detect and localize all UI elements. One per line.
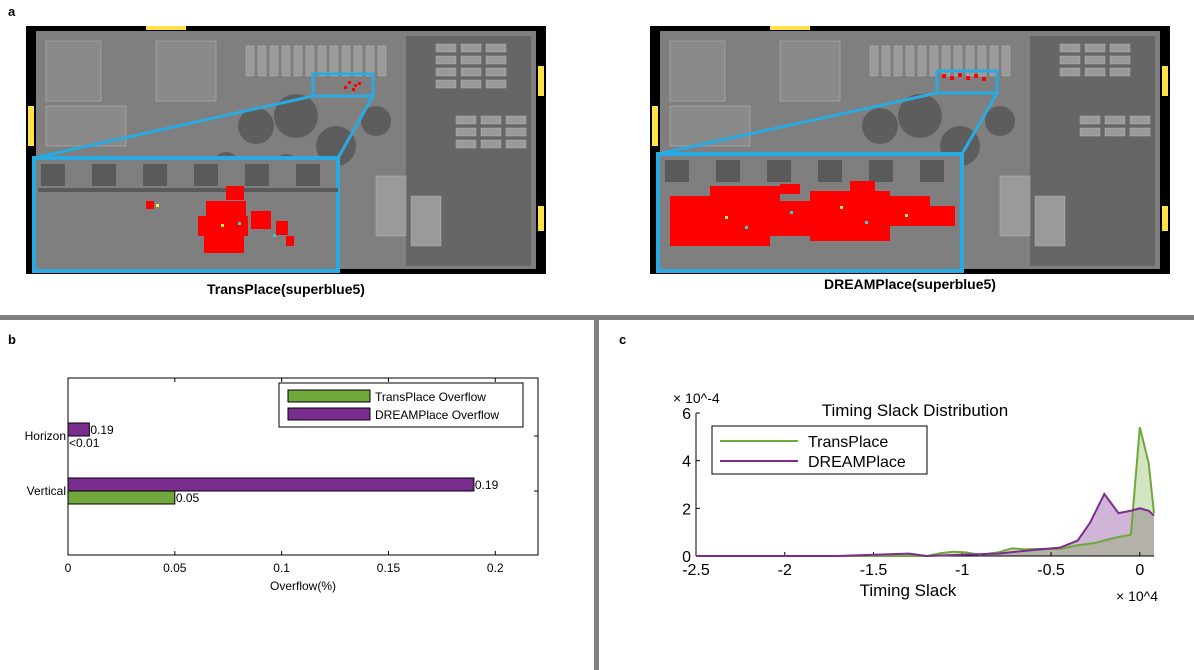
dreamplace-line bbox=[696, 492, 1155, 558]
category-label: Vertical bbox=[27, 484, 66, 498]
overflow-bar-chart: 0 0.05 0.1 0.15 0.2 Overflow(%) Horizon Vertica… bbox=[25, 377, 539, 593]
x-exponent: × 10^4 bbox=[1116, 588, 1158, 604]
transplace-caption: TransPlace(superblue5) bbox=[207, 281, 365, 297]
x-tick-label: 0.2 bbox=[487, 561, 504, 575]
x-tick-label: -1 bbox=[955, 562, 969, 579]
x-axis-label: Timing Slack bbox=[860, 581, 957, 600]
y-tick-label: 4 bbox=[682, 454, 691, 471]
legend-label: DREAMPlace bbox=[808, 454, 906, 471]
x-tick-label: -0.5 bbox=[1037, 562, 1065, 579]
x-axis-label: Overflow(%) bbox=[270, 579, 336, 593]
transplace-line bbox=[696, 427, 1155, 557]
panel-label-b: b bbox=[8, 332, 16, 347]
x-tick-label: 0 bbox=[65, 561, 72, 575]
dreamplace-bar bbox=[67, 477, 475, 492]
x-tick-label: 0 bbox=[1135, 562, 1144, 579]
timing-legend: TransPlace DREAMPlace bbox=[711, 425, 928, 475]
y-exponent: × 10^-4 bbox=[673, 390, 720, 406]
legend-box bbox=[711, 425, 928, 475]
x-tick-label: -2 bbox=[778, 562, 792, 579]
chart-title: Timing Slack Distribution bbox=[822, 401, 1008, 420]
timing-axes: -2.5 -2 -1.5 -1 -0.5 0 0 2 4 6 bbox=[682, 406, 1154, 579]
x-tick-label: 0.05 bbox=[163, 561, 187, 575]
dreamplace-caption: DREAMPlace(superblue5) bbox=[824, 276, 996, 292]
legend-label: DREAMPlace Overflow bbox=[375, 408, 499, 422]
transplace-layout-image bbox=[26, 26, 546, 274]
legend-swatch bbox=[287, 389, 371, 403]
bar-chart-bars bbox=[67, 422, 475, 505]
panel-label-c: c bbox=[619, 332, 627, 347]
horizontal-divider bbox=[0, 315, 1194, 320]
dreamplace-value-label: 0.19 bbox=[90, 423, 114, 437]
panel-label-a: a bbox=[8, 4, 16, 19]
bar-chart-labels: 0.19<0.010.190.05 bbox=[69, 423, 499, 505]
transplace-value-label: <0.01 bbox=[69, 436, 100, 450]
legend-label: TransPlace Overflow bbox=[375, 390, 486, 404]
transplace-bar bbox=[67, 490, 176, 505]
x-tick-label: 0.1 bbox=[273, 561, 290, 575]
y-tick-label: 6 bbox=[682, 406, 691, 423]
timing-text: Timing Slack Distribution Timing Slack × 1… bbox=[673, 390, 1158, 604]
legend-swatch bbox=[287, 407, 371, 421]
x-tick-label: 0.15 bbox=[377, 561, 401, 575]
legend-label: TransPlace bbox=[808, 434, 888, 451]
transplace-value-label: 0.05 bbox=[176, 491, 200, 505]
dreamplace-bar bbox=[67, 422, 90, 437]
vertical-divider bbox=[594, 318, 599, 670]
x-tick-label: -1.5 bbox=[860, 562, 888, 579]
dreamplace-value-label: 0.19 bbox=[475, 478, 499, 492]
transplace-area bbox=[696, 427, 1154, 556]
bar-chart-legend: TransPlace Overflow DREAMPlace Overflow bbox=[278, 382, 524, 428]
y-tick-label: 0 bbox=[682, 549, 691, 566]
category-label: Horizon bbox=[25, 429, 66, 443]
y-tick-label: 2 bbox=[682, 501, 691, 518]
dreamplace-layout-image bbox=[650, 26, 1170, 274]
timing-lines bbox=[696, 427, 1155, 558]
x-tick-label: -2.5 bbox=[682, 562, 710, 579]
timing-slack-chart: -2.5 -2 -1.5 -1 -0.5 0 0 2 4 6 Timing Slack Distr… bbox=[673, 390, 1158, 604]
